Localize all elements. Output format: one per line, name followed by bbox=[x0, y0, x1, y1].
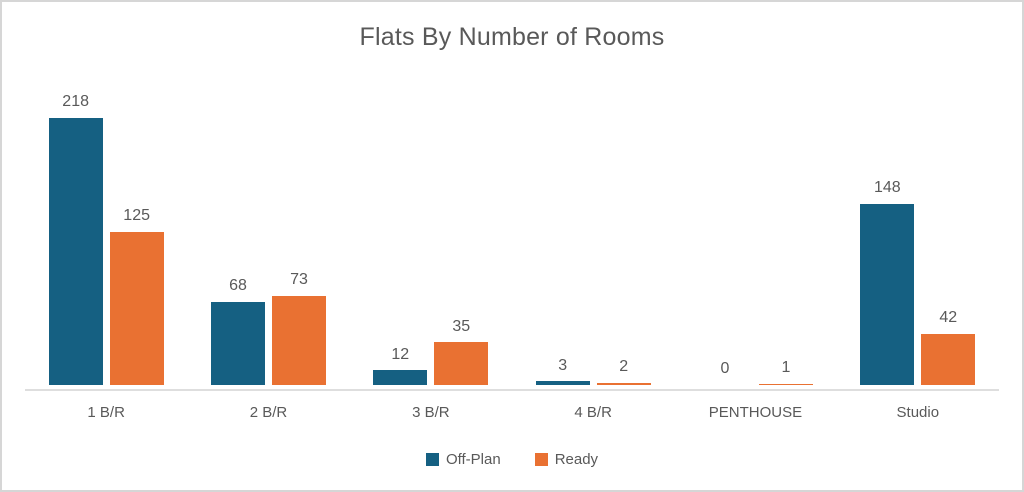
bar-ready bbox=[271, 295, 326, 385]
legend-label: Off-Plan bbox=[445, 451, 501, 468]
x-axis-label: PENTHOUSE bbox=[708, 404, 803, 421]
data-label: 68 bbox=[229, 277, 247, 295]
data-label: 35 bbox=[452, 317, 471, 335]
legend-label: Ready bbox=[554, 451, 599, 468]
chart-title: Flats By Number of Rooms bbox=[359, 23, 665, 51]
x-axis-line bbox=[25, 389, 999, 391]
data-label: 73 bbox=[290, 271, 308, 289]
bar-group-studio: 148 42 bbox=[837, 179, 999, 385]
bar-off-plan bbox=[48, 118, 103, 385]
bar-off-plan bbox=[210, 301, 265, 385]
bar-ready bbox=[109, 231, 164, 385]
bar-ready bbox=[758, 383, 813, 385]
bar-off-plan bbox=[535, 381, 590, 385]
x-axis-label: 3 B/R bbox=[412, 404, 450, 421]
bar-column: 1 bbox=[758, 359, 813, 385]
bar-column: 218 bbox=[48, 93, 103, 385]
bar-group-1-b-r: 218 125 bbox=[25, 93, 187, 385]
x-axis-label: Studio bbox=[896, 404, 940, 421]
bar-column: 125 bbox=[109, 207, 164, 385]
legend-item-ready: Ready bbox=[534, 451, 599, 468]
data-label: 3 bbox=[558, 356, 568, 374]
bar-group-3-b-r: 12 35 bbox=[350, 318, 512, 385]
bar-ready bbox=[596, 382, 651, 385]
x-axis-label: 1 B/R bbox=[87, 404, 125, 421]
data-label: 148 bbox=[873, 179, 901, 197]
legend: Off-Plan Ready bbox=[2, 451, 1022, 468]
legend-swatch-icon bbox=[534, 453, 548, 466]
x-axis-label: 2 B/R bbox=[249, 404, 288, 421]
x-axis-label: 4 B/R bbox=[574, 404, 612, 421]
bar-column: 2 bbox=[596, 358, 651, 385]
bar-column: 68 bbox=[210, 277, 265, 385]
data-label: 1 bbox=[781, 359, 791, 377]
plot-area: 218 125 68 73 12 35 3 2 0 1 148 42 bbox=[25, 85, 999, 385]
x-axis-labels: 1 B/R 2 B/R 3 B/R 4 B/R PENTHOUSE Studio bbox=[25, 404, 999, 421]
data-label: 218 bbox=[62, 93, 89, 111]
data-label: 42 bbox=[939, 309, 958, 327]
bar-column: 148 bbox=[860, 179, 915, 385]
bar-column: 35 bbox=[434, 317, 489, 385]
bar-column: 3 bbox=[535, 356, 590, 385]
data-label: 12 bbox=[391, 345, 410, 363]
bar-column: 12 bbox=[373, 345, 428, 385]
legend-item-off-plan: Off-Plan bbox=[425, 451, 501, 468]
bar-column: 73 bbox=[271, 271, 326, 385]
bar-off-plan bbox=[860, 203, 915, 385]
data-label: 0 bbox=[720, 360, 730, 378]
bar-off-plan bbox=[373, 370, 428, 385]
legend-swatch-icon bbox=[425, 453, 439, 466]
data-label: 2 bbox=[619, 358, 629, 376]
bar-group-2-b-r: 68 73 bbox=[187, 271, 349, 385]
bar-column: 0 bbox=[698, 360, 752, 385]
data-label: 125 bbox=[123, 207, 150, 225]
bar-ready bbox=[434, 342, 489, 385]
bar-column: 42 bbox=[921, 309, 976, 385]
bar-ready bbox=[921, 333, 976, 385]
